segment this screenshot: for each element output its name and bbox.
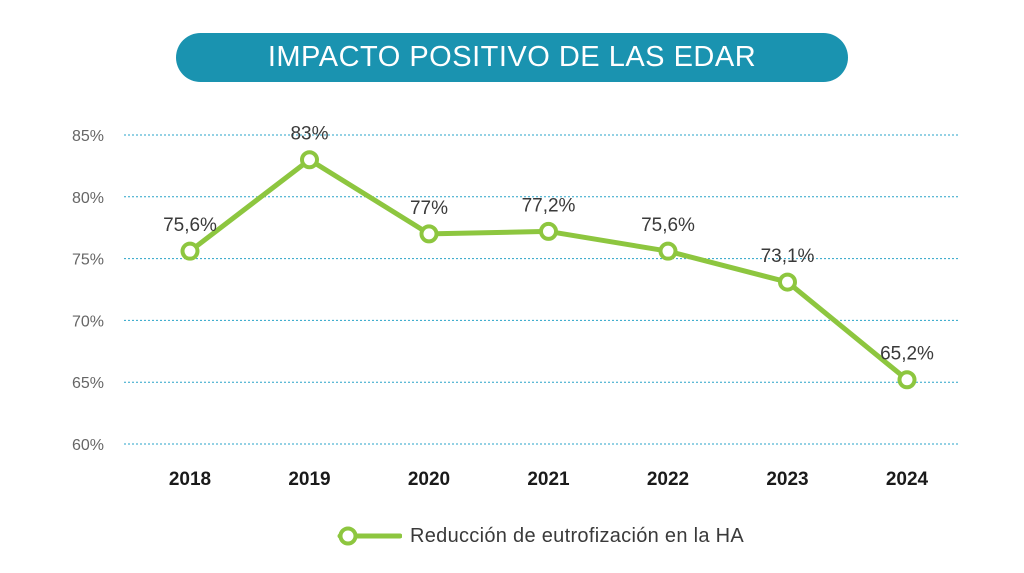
data-label: 77,2%	[522, 195, 576, 216]
y-tick-label: 80%	[72, 190, 104, 207]
x-tick-label: 2020	[408, 469, 450, 490]
data-point	[300, 150, 319, 170]
grid-lines	[124, 134, 958, 445]
data-point	[539, 221, 558, 241]
data-label: 77%	[410, 198, 448, 219]
data-label: 75,6%	[163, 215, 217, 236]
series-line-layer	[187, 157, 910, 383]
y-tick-label: 70%	[72, 313, 104, 330]
chart-title-banner: IMPACTO POSITIVO DE LAS EDAR	[176, 33, 848, 82]
x-tick-label: 2022	[647, 469, 689, 490]
y-tick-label: 65%	[72, 375, 104, 392]
y-tick-label: 85%	[72, 128, 104, 145]
x-tick-label: 2021	[527, 469, 570, 490]
chart-title: IMPACTO POSITIVO DE LAS EDAR	[267, 41, 757, 73]
x-axis-ticks: 2018 2019 2020 2021 2022 2023 2024	[169, 469, 929, 490]
series-line	[187, 157, 910, 383]
x-tick-label: 2019	[288, 469, 330, 490]
data-label: 83%	[290, 124, 328, 145]
x-tick-label: 2023	[766, 469, 808, 490]
data-point	[658, 241, 678, 261]
data-labels: 75,6% 83% 77% 77,2% 75,6% 73,1% 65,2%	[163, 124, 934, 365]
y-tick-label: 60%	[72, 437, 104, 454]
y-axis-ticks: 85% 80% 75% 70% 65% 60%	[72, 128, 104, 454]
data-label: 73,1%	[761, 246, 815, 267]
data-point	[897, 370, 917, 390]
data-label: 65,2%	[880, 344, 934, 365]
y-tick-label: 75%	[72, 252, 104, 269]
data-point	[778, 272, 797, 292]
legend-swatch-icon	[337, 526, 402, 546]
x-tick-label: 2024	[886, 469, 929, 490]
data-point	[419, 224, 439, 244]
data-point	[180, 241, 200, 261]
legend-label: Reducción de eutrofización en la HA	[410, 524, 745, 547]
data-label: 75,6%	[641, 215, 695, 236]
x-tick-label: 2018	[169, 469, 211, 490]
series-points	[180, 150, 917, 390]
legend: Reducción de eutrofización en la HA	[336, 522, 744, 550]
